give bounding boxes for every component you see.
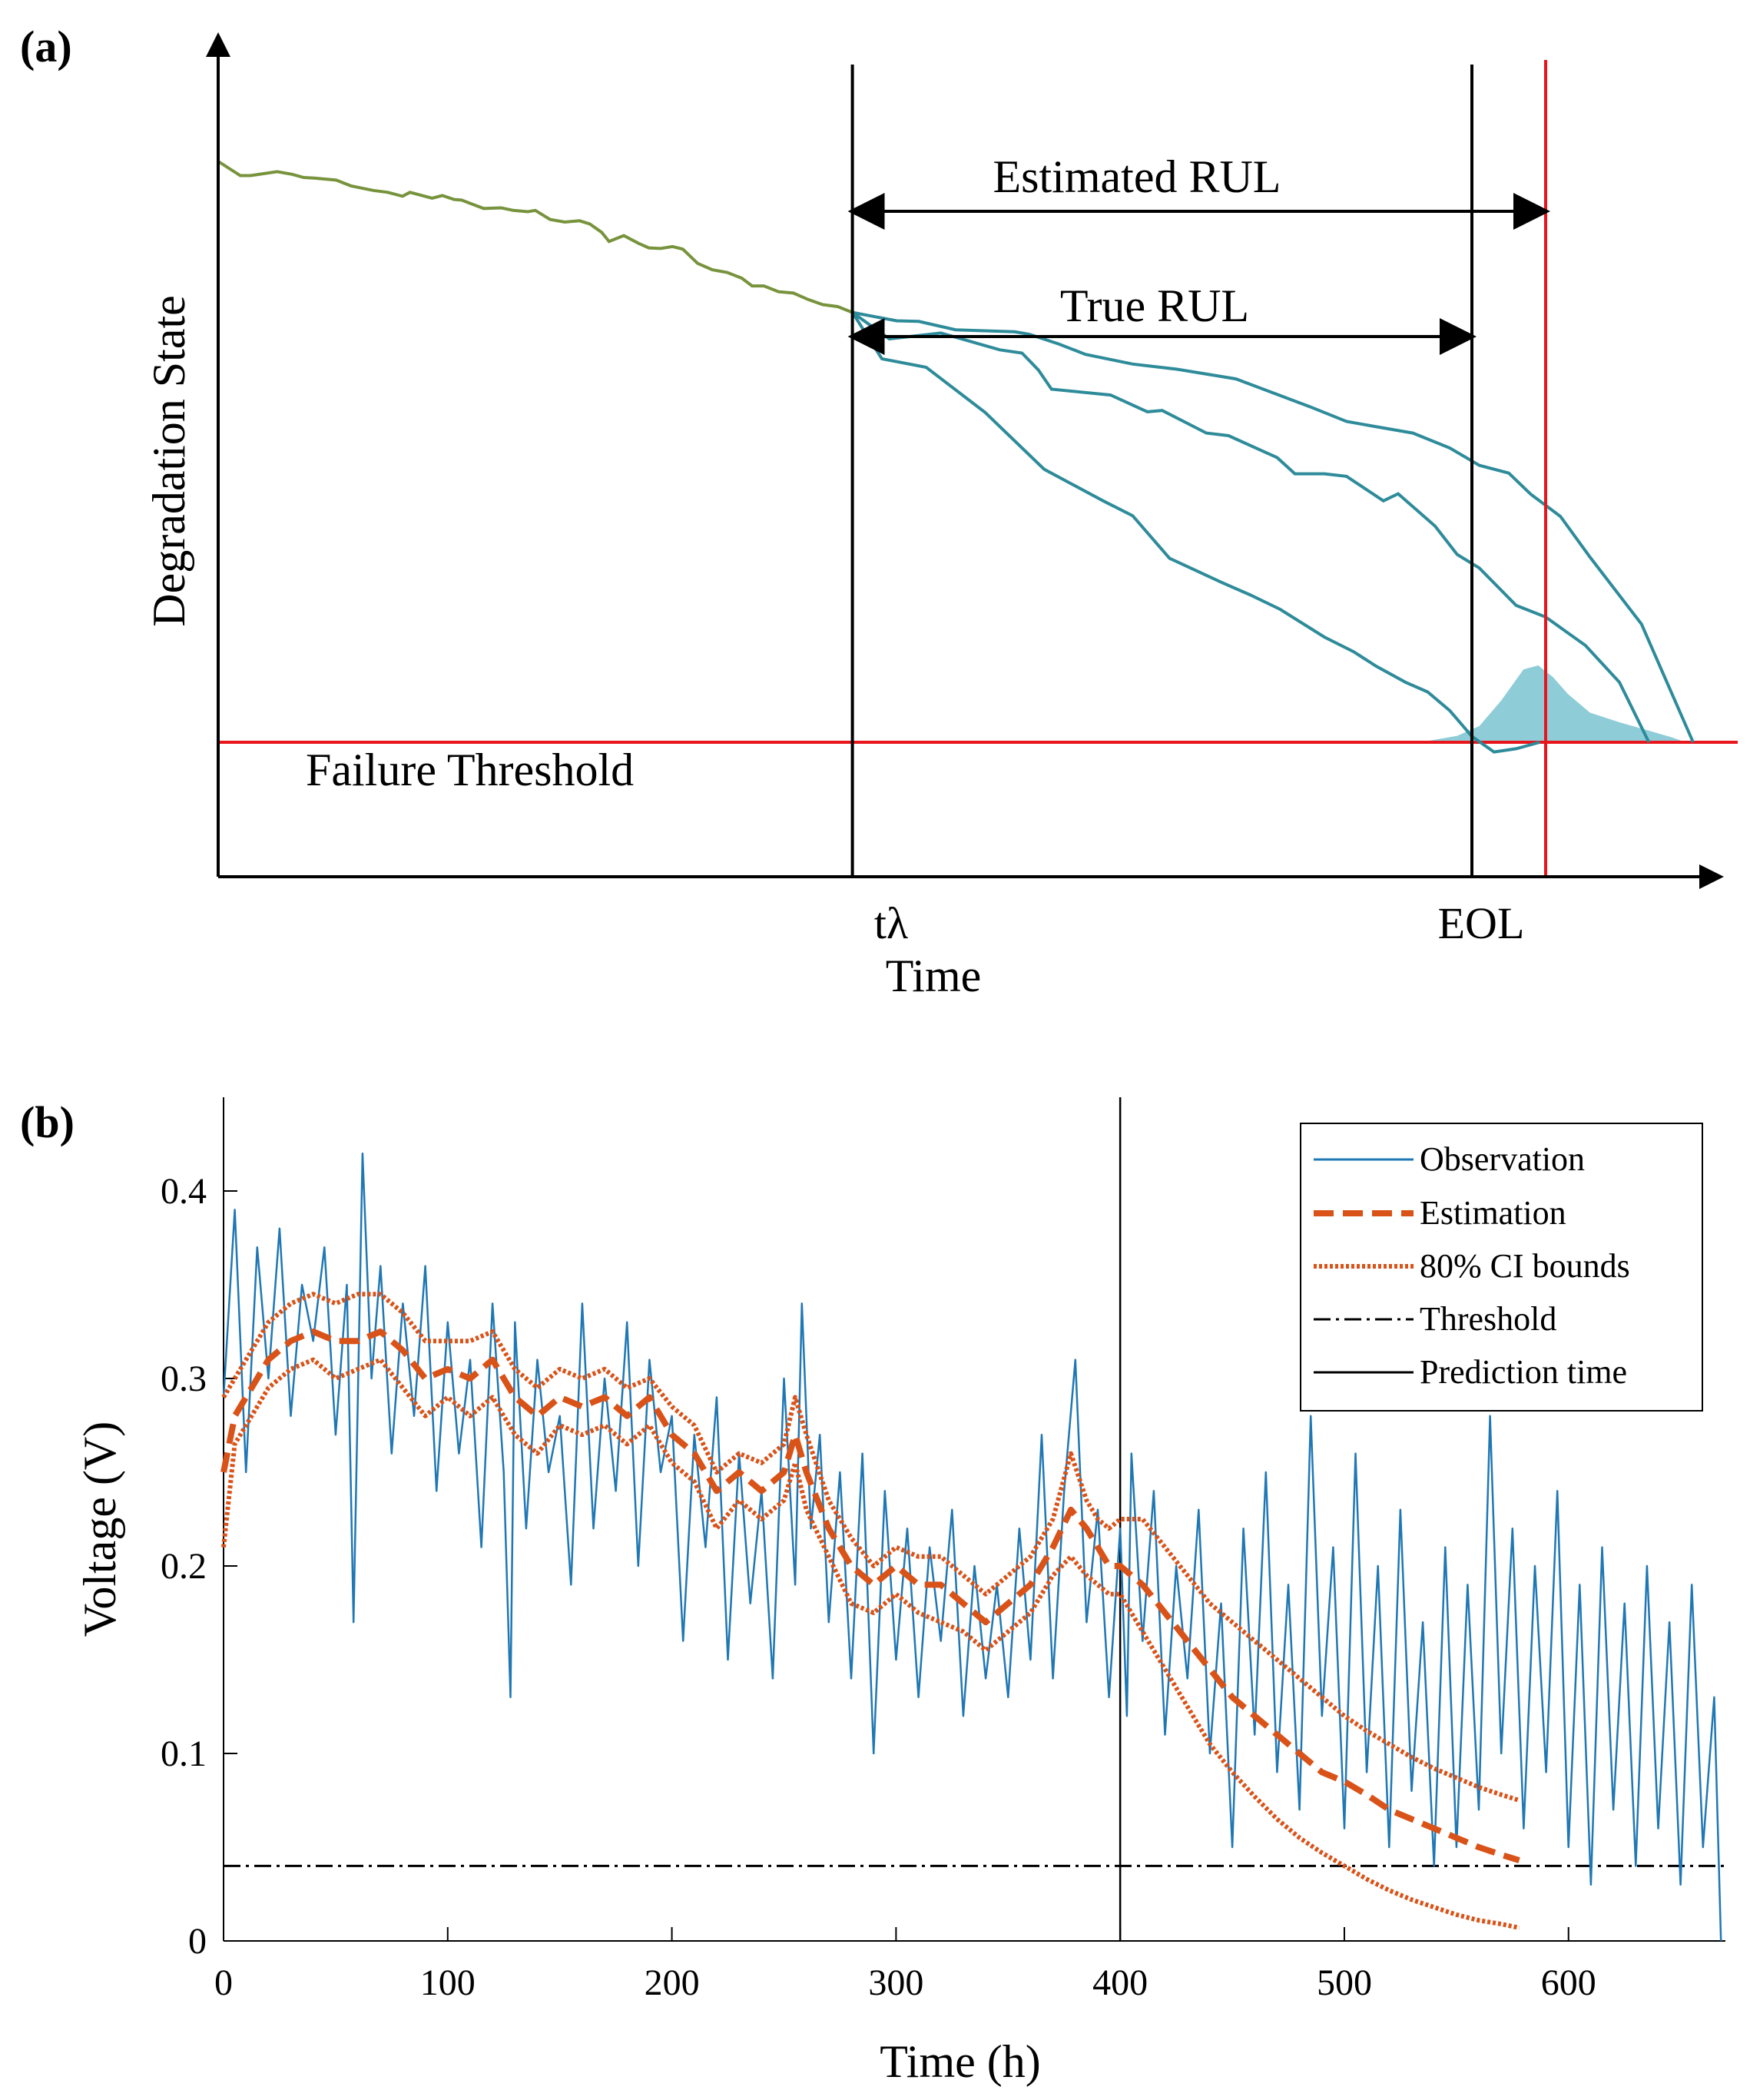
panel-a: (a) Failure Threshold Estimated RUL True…: [20, 22, 1738, 1001]
x-tick-label: 100: [420, 1962, 476, 2003]
series-observation: [222, 1152, 1722, 1942]
panel-b-plot-area: 0 100 200 300 400 500 600 0 0.1 0.2 0.3 0.4: [161, 1097, 1725, 2003]
panel-b-y-label: Voltage (V): [75, 1422, 125, 1637]
legend-label-ci-bounds: 80% CI bounds: [1420, 1247, 1630, 1285]
eol-probability-density: [1420, 665, 1686, 742]
series-estimation: [220, 1329, 1520, 1863]
legend-label-observation: Observation: [1420, 1140, 1585, 1178]
x-tick-label: 400: [1092, 1962, 1148, 2003]
tick-label-eol: EOL: [1438, 898, 1525, 948]
legend-label-prediction-time: Prediction time: [1420, 1353, 1627, 1391]
legend: Observation Estimation 80% CI bounds Thr…: [1300, 1123, 1703, 1412]
degradation-history-line: [217, 160, 853, 314]
y-tick-label: 0.1: [161, 1733, 207, 1774]
legend-entry-threshold: Threshold: [1314, 1300, 1556, 1338]
failure-threshold-label: Failure Threshold: [306, 745, 634, 795]
y-tick-label: 0.4: [161, 1171, 207, 1212]
predicted-trajectory-middle: [851, 310, 1651, 743]
x-tick-label: 200: [645, 1962, 700, 2003]
predicted-trajectory-upper: [852, 310, 1695, 743]
legend-entry-estimation: Estimation: [1314, 1194, 1566, 1232]
legend-entry-observation: Observation: [1314, 1140, 1585, 1178]
x-tick-label: 600: [1541, 1962, 1596, 2003]
estimated-rul-label: Estimated RUL: [993, 151, 1281, 202]
x-tick-label: 500: [1317, 1962, 1372, 2003]
legend-label-estimation: Estimation: [1420, 1194, 1566, 1232]
panel-b-x-label: Time (h): [880, 2036, 1040, 2087]
tick-label-prediction-time: tλ: [874, 898, 908, 948]
y-tick-label: 0: [188, 1921, 207, 1962]
x-tick-label: 0: [214, 1962, 233, 2003]
legend-label-threshold: Threshold: [1420, 1300, 1556, 1338]
panel-b: (b) 0 100 200 300 400 500 600 0 0.1 0.2 0.3 0.4 Tim…: [20, 1097, 1725, 2087]
legend-entry-ci-bounds: 80% CI bounds: [1314, 1247, 1630, 1285]
series-ci-lower: [221, 1357, 1520, 1930]
predicted-trajectory-lower: [850, 311, 1540, 754]
y-tick-label: 0.3: [161, 1359, 207, 1399]
series-ci-upper: [221, 1292, 1520, 1803]
panel-a-x-label: Time: [886, 950, 982, 1001]
panel-b-label: (b): [20, 1097, 75, 1147]
panel-a-label: (a): [20, 22, 72, 71]
x-tick-label: 300: [868, 1962, 923, 2003]
true-rul-label: True RUL: [1060, 280, 1249, 331]
panel-a-y-label: Degradation State: [144, 295, 194, 627]
y-tick-label: 0.2: [161, 1546, 207, 1587]
legend-entry-prediction-time: Prediction time: [1314, 1353, 1627, 1391]
